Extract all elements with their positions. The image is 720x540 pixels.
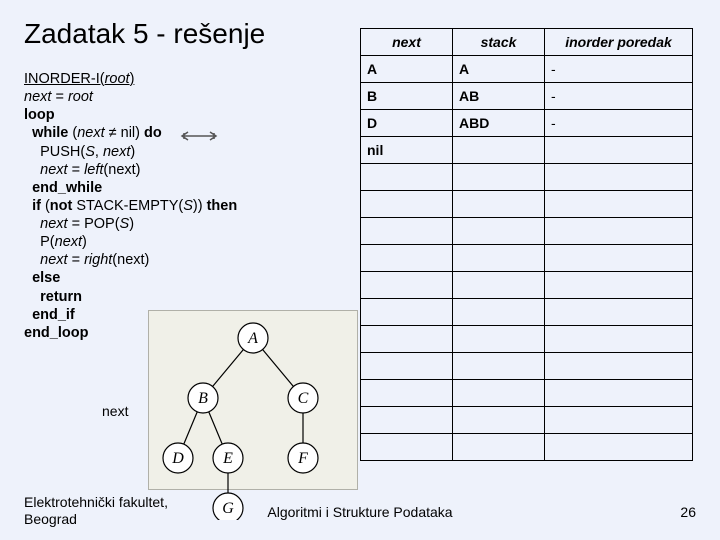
table-cell: A [453, 56, 545, 83]
table-cell [545, 218, 693, 245]
table-cell [361, 191, 453, 218]
pseudocode-block: INORDER-I(root) next = root loop while (… [24, 70, 237, 342]
table-cell [453, 164, 545, 191]
table-cell [545, 191, 693, 218]
svg-text:F: F [297, 450, 308, 467]
table-row [361, 353, 693, 380]
table-cell [361, 218, 453, 245]
table-cell [453, 326, 545, 353]
table-cell [361, 407, 453, 434]
table-cell [361, 164, 453, 191]
table-row: DABD- [361, 110, 693, 137]
table-row: AA- [361, 56, 693, 83]
table-header: next [361, 29, 453, 56]
table-cell [545, 164, 693, 191]
table-row [361, 434, 693, 461]
table-row [361, 164, 693, 191]
table-row [361, 299, 693, 326]
table-cell [545, 434, 693, 461]
tree-diagram: ABCDEFG [148, 310, 358, 490]
table-row: BAB- [361, 83, 693, 110]
table-cell: AB [453, 83, 545, 110]
table-cell: ABD [453, 110, 545, 137]
table-row [361, 272, 693, 299]
slide-title: Zadatak 5 - rešenje [24, 18, 265, 50]
table-header: inorder poredak [545, 29, 693, 56]
table-cell [453, 218, 545, 245]
table-cell [453, 299, 545, 326]
table-cell [453, 407, 545, 434]
table-cell [361, 353, 453, 380]
table-row [361, 191, 693, 218]
table-cell: - [545, 110, 693, 137]
table-row [361, 218, 693, 245]
table-cell [361, 272, 453, 299]
table-cell [545, 353, 693, 380]
table-row [361, 326, 693, 353]
table-cell [453, 137, 545, 164]
table-cell: - [545, 56, 693, 83]
tree-svg: ABCDEFG [148, 310, 358, 520]
table-cell [361, 434, 453, 461]
svg-text:B: B [198, 390, 208, 407]
table-cell [453, 434, 545, 461]
table-row [361, 380, 693, 407]
table-cell: nil [361, 137, 453, 164]
table-cell [453, 191, 545, 218]
svg-text:A: A [247, 330, 258, 347]
table-header: stack [453, 29, 545, 56]
table-cell [361, 245, 453, 272]
footer-center: Algoritmi i Strukture Podataka [0, 504, 720, 520]
table-cell: B [361, 83, 453, 110]
svg-text:D: D [171, 450, 184, 467]
table-cell [453, 245, 545, 272]
table-cell: - [545, 83, 693, 110]
footer-page-number: 26 [680, 504, 696, 520]
table-cell [361, 326, 453, 353]
table-row [361, 407, 693, 434]
table-cell [545, 299, 693, 326]
svg-text:C: C [298, 390, 309, 407]
table-cell [545, 245, 693, 272]
table-cell [453, 272, 545, 299]
table-cell [545, 137, 693, 164]
table-cell: A [361, 56, 453, 83]
table-cell [545, 326, 693, 353]
table-cell [361, 299, 453, 326]
pointer-label: next [102, 403, 128, 419]
arrow-icon [180, 130, 220, 142]
table-cell [545, 272, 693, 299]
table-cell [453, 353, 545, 380]
svg-text:E: E [222, 450, 233, 467]
table-row [361, 245, 693, 272]
table-cell [361, 380, 453, 407]
table-cell [545, 407, 693, 434]
table-cell: D [361, 110, 453, 137]
table-cell [453, 380, 545, 407]
trace-table: nextstackinorder poredakAA-BAB-DABD-nil [360, 28, 693, 461]
table-row: nil [361, 137, 693, 164]
table-cell [545, 380, 693, 407]
